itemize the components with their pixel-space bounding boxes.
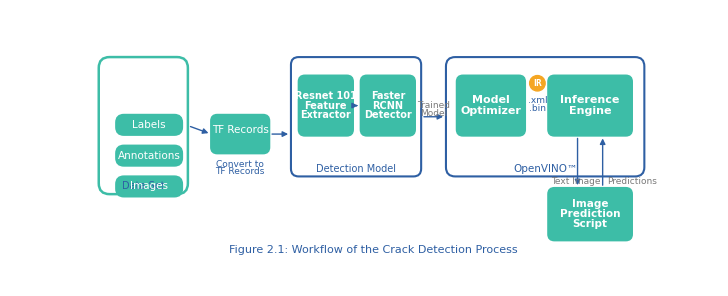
FancyBboxPatch shape: [116, 115, 182, 135]
FancyBboxPatch shape: [360, 75, 415, 136]
Text: RCNN: RCNN: [372, 101, 403, 111]
FancyBboxPatch shape: [99, 57, 188, 194]
Text: TF Records: TF Records: [212, 125, 269, 135]
Text: TF Records: TF Records: [215, 167, 265, 176]
Text: IR: IR: [533, 79, 542, 88]
Text: Inference: Inference: [561, 95, 620, 105]
Text: Annotations: Annotations: [118, 151, 181, 161]
FancyBboxPatch shape: [456, 75, 525, 136]
Text: Faster: Faster: [371, 91, 405, 101]
Text: Prediction: Prediction: [560, 209, 620, 219]
Text: Image: Image: [572, 199, 609, 209]
Text: Trained: Trained: [417, 102, 450, 110]
Text: Images: Images: [130, 181, 168, 192]
Text: Predictions: Predictions: [607, 177, 657, 186]
Circle shape: [530, 75, 545, 91]
Text: Figure 2.1: Workflow of the Crack Detection Process: Figure 2.1: Workflow of the Crack Detect…: [229, 244, 518, 255]
Text: Detector: Detector: [364, 110, 412, 120]
Text: Engine: Engine: [569, 106, 612, 116]
Text: Script: Script: [573, 219, 608, 229]
FancyBboxPatch shape: [116, 146, 182, 166]
FancyBboxPatch shape: [548, 188, 632, 240]
Text: .xml: .xml: [528, 96, 547, 105]
Text: OpenVINO™: OpenVINO™: [513, 164, 577, 174]
Text: Model: Model: [472, 95, 510, 105]
FancyBboxPatch shape: [211, 115, 269, 153]
FancyBboxPatch shape: [548, 75, 632, 136]
Text: Extractor: Extractor: [301, 110, 351, 120]
FancyBboxPatch shape: [446, 57, 644, 176]
Text: Optimizer: Optimizer: [461, 106, 521, 116]
Text: Feature: Feature: [304, 101, 347, 111]
Text: .bin: .bin: [529, 104, 546, 113]
Text: Data Set: Data Set: [122, 181, 165, 192]
FancyBboxPatch shape: [291, 57, 422, 176]
Text: Resnet 101: Resnet 101: [295, 91, 357, 101]
Text: Convert to: Convert to: [216, 160, 264, 169]
Text: Labels: Labels: [132, 120, 166, 130]
FancyBboxPatch shape: [298, 75, 353, 136]
FancyBboxPatch shape: [116, 176, 182, 197]
Text: Detection Model: Detection Model: [316, 164, 396, 174]
Text: Text Image: Text Image: [551, 177, 601, 186]
Text: Model: Model: [420, 109, 447, 118]
